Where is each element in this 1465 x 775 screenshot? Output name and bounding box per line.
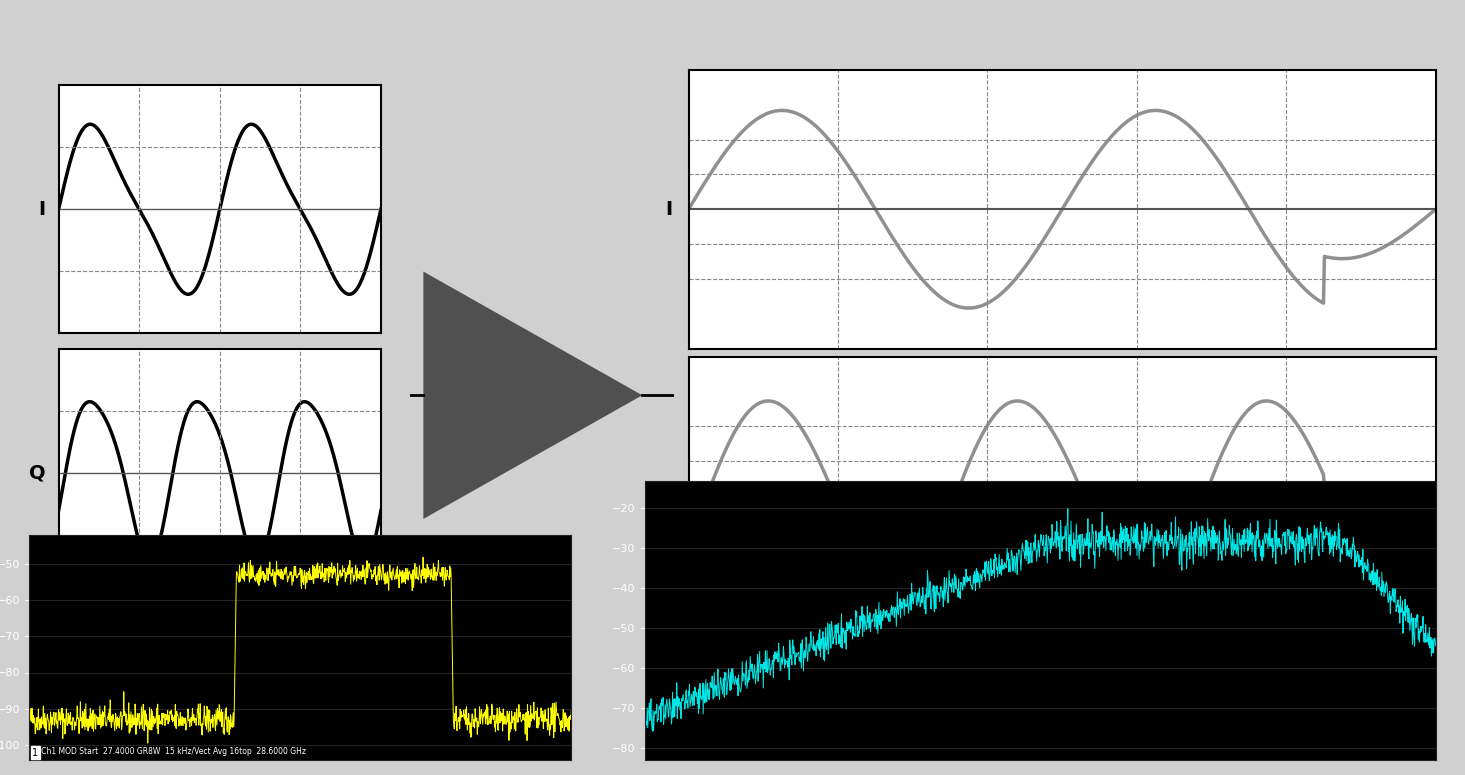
Text: I: I [38,200,45,219]
Text: Q: Q [29,463,45,482]
Text: >Ch1 MOD Start  27.4000 GR8W  15 kHz/Vect Avg 16top  28.6000 GHz: >Ch1 MOD Start 27.4000 GR8W 15 kHz/Vect … [35,747,306,756]
Polygon shape [423,271,642,519]
Text: I: I [665,200,672,219]
Text: 1: 1 [32,748,38,758]
Text: Q: Q [655,487,672,505]
